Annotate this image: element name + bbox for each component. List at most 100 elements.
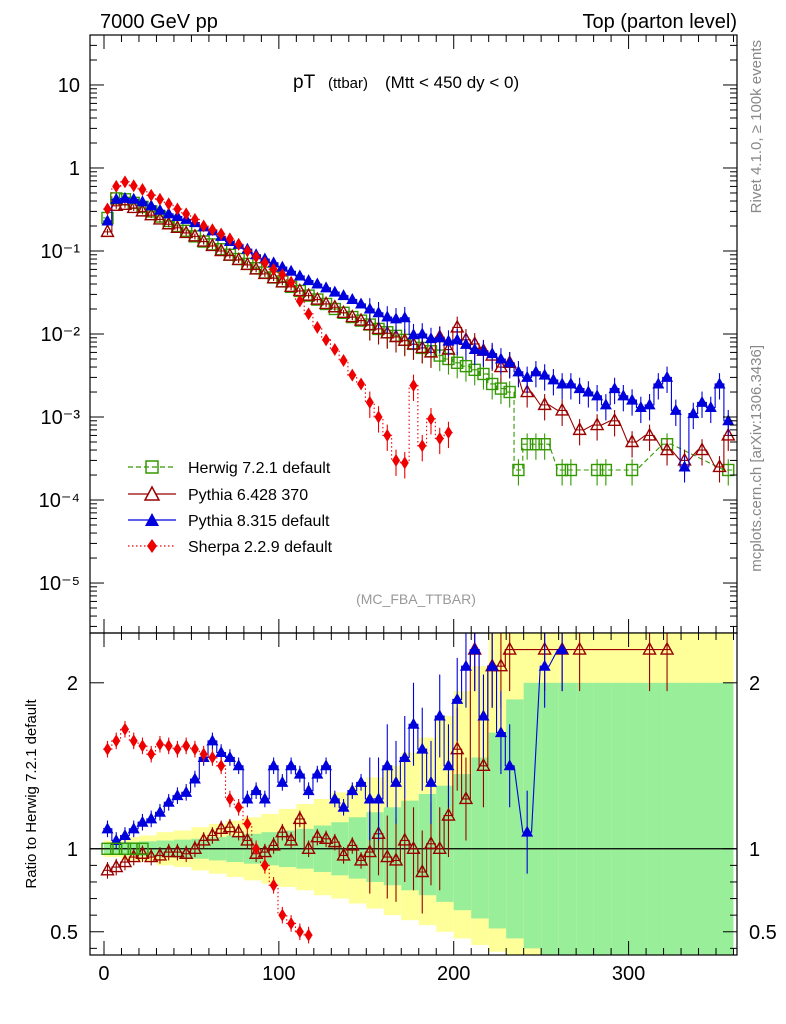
x-tick-label: 100 <box>262 963 295 985</box>
plot-title-main: pT <box>293 72 316 93</box>
legend: Herwig 7.2.1 default Pythia 6.428 370 Py… <box>128 460 333 556</box>
ratio-point-pythia8 <box>477 709 490 721</box>
data-point-pythia6 <box>310 291 325 305</box>
legend-label-pythia6: Pythia 6.428 370 <box>188 487 308 504</box>
ratio-point-pythia8 <box>276 775 289 787</box>
ratio-point-pythia6 <box>205 827 220 841</box>
data-point-sherpa <box>409 378 418 392</box>
ratio-point-pythia8 <box>424 775 437 787</box>
ratio-point-pythia8 <box>381 759 394 771</box>
ratio-point-herwig <box>110 842 123 855</box>
ratio-panel: 2 2 1 1 0.5 0.5 0 100 200 300 Ratio to Herwig 7.2… <box>23 632 777 985</box>
y-tick-label-ratio-left: 1 <box>67 839 78 861</box>
data-point-pythia8 <box>687 407 700 419</box>
uncertainty-band-inner <box>453 774 472 911</box>
data-point-pythia8 <box>599 398 612 410</box>
ratio-series-sherpa <box>103 720 313 944</box>
ratio-point-pythia8 <box>372 792 385 804</box>
ratio-point-pythia6 <box>493 658 509 672</box>
ratio-series-herwig <box>101 842 149 855</box>
ratio-point-pythia6 <box>572 641 587 655</box>
ratio-point-sherpa <box>260 858 269 872</box>
data-point-pythia8 <box>416 327 429 339</box>
data-point-pythia6 <box>144 207 159 221</box>
data-point-pythia6 <box>327 299 342 313</box>
uncertainty-band-inner <box>436 785 454 902</box>
uncertainty-band-inner <box>576 682 594 955</box>
ratio-point-pythia6 <box>476 757 491 771</box>
ratio-point-pythia8 <box>171 789 184 801</box>
data-point-pythia6 <box>170 219 185 234</box>
legend-item-pythia8: Pythia 8.315 default <box>128 513 330 530</box>
data-point-pythia8 <box>468 343 481 355</box>
data-point-pythia8 <box>110 192 123 204</box>
data-point-pythia6 <box>135 203 150 217</box>
data-point-sherpa <box>138 183 147 197</box>
ratio-point-sherpa <box>129 734 138 748</box>
ratio-point-sherpa <box>243 817 252 831</box>
ratio-point-pythia6 <box>144 849 159 863</box>
ratio-point-pythia6 <box>450 741 465 755</box>
data-point-pythia8 <box>337 289 350 301</box>
data-point-sherpa <box>392 453 401 467</box>
data-point-pythia8 <box>608 382 621 394</box>
ratio-point-sherpa <box>199 747 208 761</box>
data-point-sherpa <box>225 232 234 246</box>
legend-item-pythia6: Pythia 6.428 370 <box>128 485 308 504</box>
data-point-pythia6 <box>336 304 351 319</box>
ratio-point-pythia6 <box>231 824 246 838</box>
data-point-sherpa <box>103 202 112 216</box>
energy-label: 7000 GeV pp <box>100 11 218 33</box>
data-point-pythia6 <box>415 339 430 354</box>
ratio-point-sherpa <box>269 878 278 892</box>
ratio-point-pythia6 <box>458 791 474 805</box>
data-point-sherpa <box>330 343 339 357</box>
data-point-pythia6 <box>607 412 622 427</box>
data-point-pythia6 <box>572 421 587 436</box>
y-tick-label-ratio-right: 1 <box>749 839 760 861</box>
data-point-pythia6 <box>362 317 377 331</box>
data-point-pythia8 <box>381 310 394 322</box>
data-point-pythia6 <box>152 211 168 225</box>
ratio-point-sherpa <box>278 908 287 922</box>
data-point-pythia6 <box>205 237 220 252</box>
data-point-sherpa <box>234 237 243 251</box>
ratio-point-pythia8 <box>521 825 534 837</box>
legend-marker-pythia8 <box>145 513 159 526</box>
data-point-pythia8 <box>626 393 639 405</box>
data-point-pythia6 <box>589 417 605 431</box>
data-point-pythia8 <box>355 297 368 309</box>
ratio-point-pythia8 <box>223 750 236 762</box>
uncertainty-band-inner <box>716 682 734 955</box>
ratio-point-pythia6 <box>310 829 325 843</box>
data-point-sherpa <box>400 456 409 470</box>
data-point-pythia8 <box>363 302 376 314</box>
ratio-point-pythia8 <box>258 792 271 804</box>
data-point-pythia6 <box>222 247 238 261</box>
uncertainty-band-inner <box>506 699 524 939</box>
ratio-point-pythia8 <box>538 659 551 671</box>
ratio-point-pythia6 <box>161 844 176 858</box>
x-tick-label: 0 <box>98 963 109 985</box>
ratio-point-pythia8 <box>433 709 446 721</box>
data-point-pythia6 <box>423 344 439 358</box>
data-point-pythia8 <box>704 401 717 413</box>
data-point-pythia6 <box>371 320 386 335</box>
ratio-point-sherpa <box>182 739 191 753</box>
ratio-point-pythia8 <box>302 784 315 796</box>
y-tick-label-main: 10 <box>58 75 80 97</box>
data-point-pythia8 <box>101 214 114 226</box>
ratio-point-pythia6 <box>406 840 421 854</box>
data-point-sherpa <box>217 227 226 241</box>
data-point-pythia6 <box>257 265 273 280</box>
data-point-pythia6 <box>519 384 535 398</box>
ratio-point-pythia6 <box>441 807 456 821</box>
data-point-sherpa <box>155 192 164 206</box>
ratio-point-pythia8 <box>486 659 499 671</box>
ratio-point-pythia6 <box>362 844 377 858</box>
data-point-pythia8 <box>293 269 306 281</box>
data-point-pythia6 <box>694 442 710 456</box>
y-tick-label-main: 10⁻¹ <box>41 241 81 263</box>
ratio-point-pythia6 <box>345 837 360 851</box>
ratio-point-pythia8 <box>136 815 149 827</box>
